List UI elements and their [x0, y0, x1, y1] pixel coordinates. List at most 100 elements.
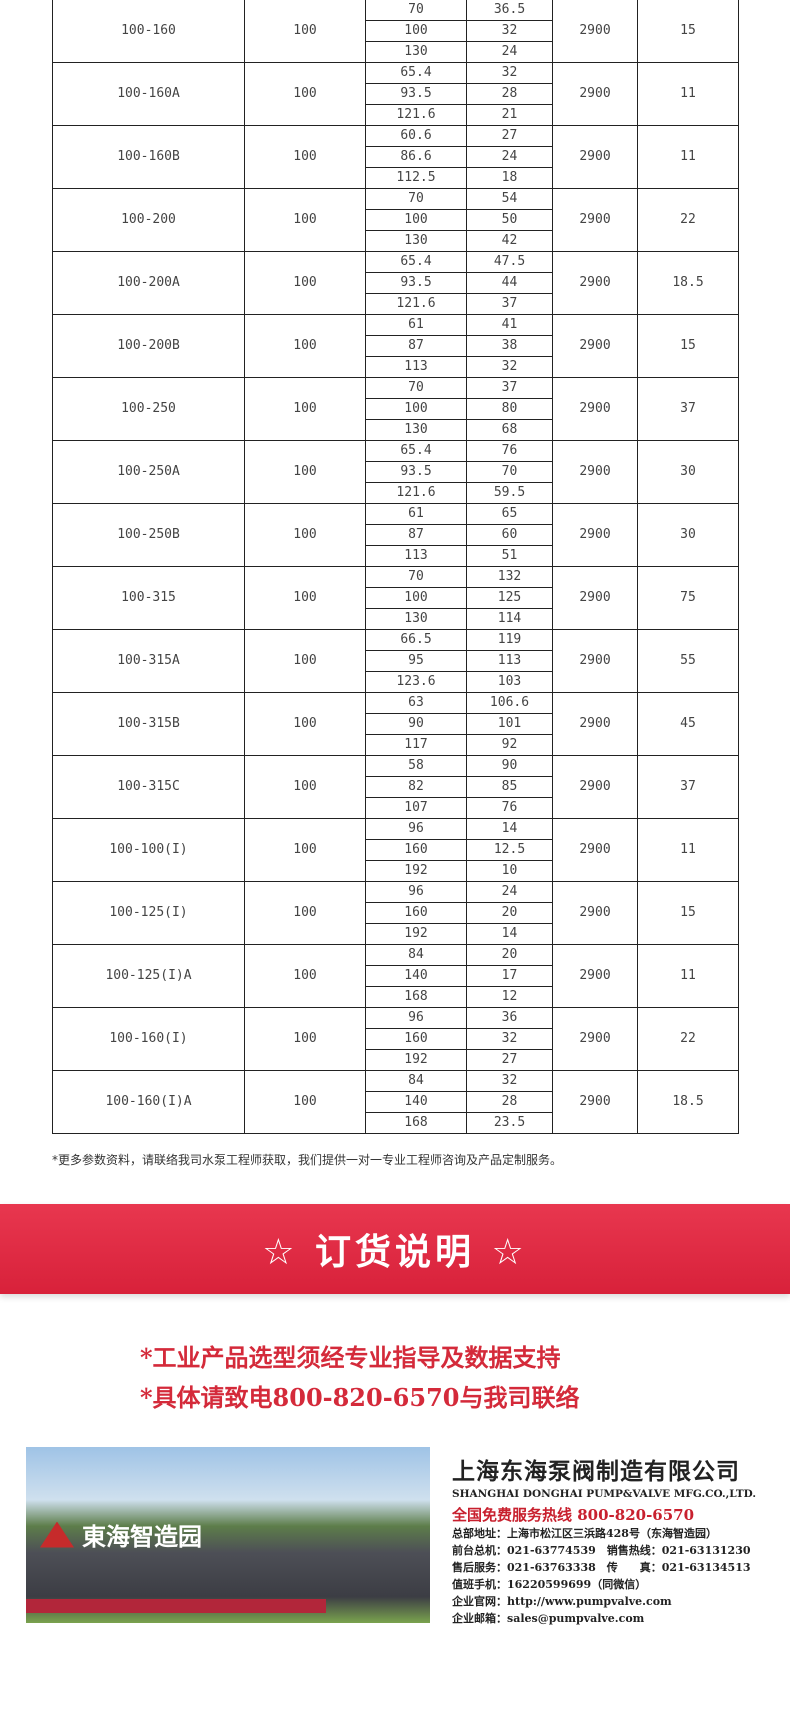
- flow-cell: 84: [365, 944, 467, 966]
- table-row: 100-250B 100 61 65 2900 30: [52, 503, 739, 567]
- head-cell: 44: [466, 272, 553, 294]
- flow-cell: 93.5: [365, 272, 467, 294]
- model-cell: 100-160A: [52, 62, 245, 126]
- head-cell: 27: [466, 1049, 553, 1071]
- model-cell: 100-250B: [52, 503, 245, 567]
- order-note-2: *具体请致电800-820-6570与我司联络: [140, 1383, 580, 1412]
- flow-cell: 160: [365, 902, 467, 924]
- head-cell: 37: [466, 293, 553, 315]
- head-cell: 54: [466, 188, 553, 210]
- model-cell: 100-200A: [52, 251, 245, 315]
- speed-cell: 2900: [552, 377, 638, 441]
- speed-cell: 2900: [552, 881, 638, 945]
- head-cell: 132: [466, 566, 553, 588]
- inlet-cell: 100: [244, 629, 366, 693]
- order-note-1: *工业产品选型须经专业指导及数据支持: [140, 1343, 561, 1372]
- table-row: 100-200 100 70 54 2900 22: [52, 188, 739, 252]
- flow-cell: 96: [365, 1007, 467, 1029]
- head-cell: 20: [466, 944, 553, 966]
- table-row: 192 10: [53, 860, 739, 882]
- head-cell: 24: [466, 881, 553, 903]
- flow-cell: 82: [365, 776, 467, 798]
- head-cell: 18: [466, 167, 553, 189]
- hotline: 全国免费服务热线 800-820-6570: [452, 1506, 695, 1524]
- flow-cell: 70: [365, 0, 467, 21]
- table-row: 100-125(I) 100 96 24 2900 15: [52, 881, 739, 945]
- contact-line: 总部地址：上海市松江区三浜路428号（东海智造园）: [452, 1527, 717, 1540]
- model-cell: 100-315: [52, 566, 245, 630]
- flow-cell: 107: [365, 797, 467, 819]
- power-cell: 22: [637, 188, 739, 252]
- power-cell: 18.5: [637, 1070, 739, 1134]
- inlet-cell: 100: [244, 881, 366, 945]
- flow-cell: 60.6: [365, 125, 467, 147]
- speed-cell: 2900: [552, 503, 638, 567]
- head-cell: 10: [466, 860, 553, 882]
- flow-cell: 113: [365, 545, 467, 567]
- head-cell: 101: [466, 713, 553, 735]
- table-row: 100-315 100 70 132 2900 75: [52, 566, 739, 630]
- head-cell: 12.5: [466, 839, 553, 861]
- table-row: 160 12.5: [53, 839, 739, 861]
- flow-cell: 130: [365, 230, 467, 252]
- table-row: 168 12: [53, 986, 739, 1008]
- model-cell: 100-160B: [52, 125, 245, 189]
- head-cell: 32: [466, 62, 553, 84]
- inlet-cell: 100: [244, 755, 366, 819]
- flow-cell: 70: [365, 377, 467, 399]
- speed-cell: 2900: [552, 125, 638, 189]
- logo-mark-icon: [40, 1521, 74, 1548]
- flower-bed: [26, 1599, 326, 1613]
- footnote: *更多参数资料，请联络我司水泵工程师获取，我们提供一对一专业工程师咨询及产品定制…: [52, 1153, 563, 1167]
- head-cell: 114: [466, 608, 553, 630]
- inlet-cell: 100: [244, 440, 366, 504]
- flow-cell: 100: [365, 398, 467, 420]
- head-cell: 113: [466, 650, 553, 672]
- table-row: 192 14: [53, 923, 739, 945]
- power-cell: 15: [637, 0, 739, 63]
- flow-cell: 121.6: [365, 482, 467, 504]
- flow-cell: 61: [365, 503, 467, 525]
- model-cell: 100-125(I)A: [52, 944, 245, 1008]
- head-cell: 20: [466, 902, 553, 924]
- inlet-cell: 100: [244, 0, 366, 63]
- head-cell: 41: [466, 314, 553, 336]
- power-cell: 11: [637, 818, 739, 882]
- model-cell: 100-315A: [52, 629, 245, 693]
- head-cell: 37: [466, 377, 553, 399]
- power-cell: 75: [637, 566, 739, 630]
- table-row: 100-250 100 70 37 2900 37: [52, 377, 739, 441]
- model-cell: 100-200B: [52, 314, 245, 378]
- speed-cell: 2900: [552, 314, 638, 378]
- table-row: 100-160(I) 100 96 36 2900 22: [52, 1007, 739, 1071]
- inlet-cell: 100: [244, 314, 366, 378]
- flow-cell: 168: [365, 986, 467, 1008]
- power-cell: 18.5: [637, 251, 739, 315]
- head-cell: 17: [466, 965, 553, 987]
- head-cell: 23.5: [466, 1112, 553, 1134]
- speed-cell: 2900: [552, 755, 638, 819]
- head-cell: 68: [466, 419, 553, 441]
- table-row: 168 23.5: [53, 1112, 739, 1134]
- inlet-cell: 100: [244, 1070, 366, 1134]
- head-cell: 51: [466, 545, 553, 567]
- model-cell: 100-160: [52, 0, 245, 63]
- inlet-cell: 100: [244, 944, 366, 1008]
- power-cell: 55: [637, 629, 739, 693]
- table-row: 100 125: [53, 587, 739, 609]
- table-row: 100-315C 100 58 90 2900 37: [52, 755, 739, 819]
- model-cell: 100-315C: [52, 755, 245, 819]
- head-cell: 24: [466, 146, 553, 168]
- flow-cell: 160: [365, 1028, 467, 1050]
- inlet-cell: 100: [244, 1007, 366, 1071]
- flow-cell: 100: [365, 20, 467, 42]
- head-cell: 85: [466, 776, 553, 798]
- speed-cell: 2900: [552, 1070, 638, 1134]
- table-row: 100-200A 100 65.4 47.5 2900 18.5: [52, 251, 739, 315]
- contact-line: 企业官网：http://www.pumpvalve.com: [452, 1595, 672, 1608]
- flow-cell: 96: [365, 881, 467, 903]
- power-cell: 45: [637, 692, 739, 756]
- inlet-cell: 100: [244, 377, 366, 441]
- flow-cell: 130: [365, 608, 467, 630]
- head-cell: 21: [466, 104, 553, 126]
